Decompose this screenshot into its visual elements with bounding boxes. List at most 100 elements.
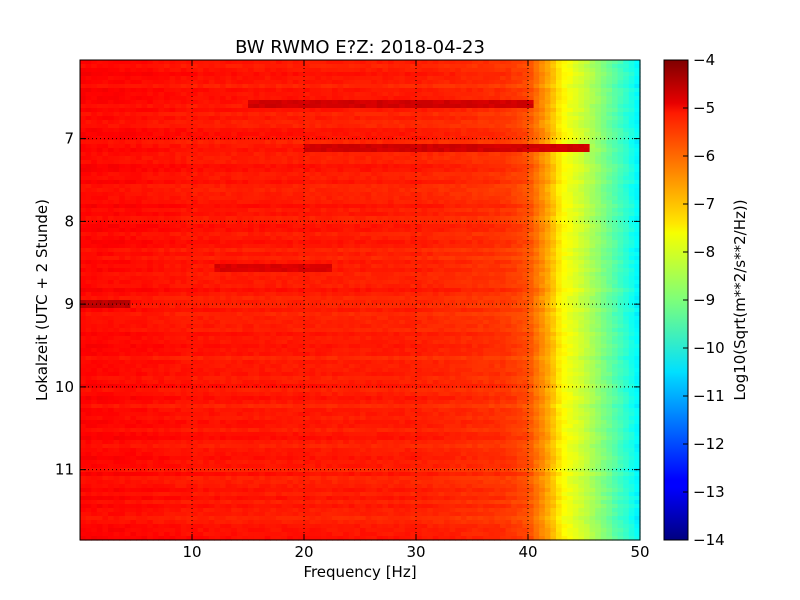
heatmap-cell [225,120,232,125]
heatmap-cell [550,88,557,93]
heatmap-cell [214,196,221,201]
heatmap-cell [119,84,126,89]
heatmap-cell [410,140,417,145]
heatmap-cell [220,120,227,125]
heatmap-cell [360,112,367,117]
heatmap-cell [460,248,467,253]
heatmap-cell [119,224,126,229]
heatmap-cell [623,184,630,189]
heatmap-cell [85,188,92,193]
heatmap-cell [96,168,103,173]
heatmap-cell [589,252,596,257]
heatmap-cell [466,240,473,245]
heatmap-cell [623,252,630,257]
heatmap-cell [578,84,585,89]
heatmap-cell [438,220,445,225]
heatmap-cell [276,232,283,237]
heatmap-cell [164,228,171,233]
heatmap-cell [309,92,316,97]
heatmap-cell [516,124,523,129]
heatmap-cell [393,120,400,125]
heatmap-cell [589,212,596,217]
heatmap-cell [214,64,221,69]
heatmap-cell [337,220,344,225]
heatmap-cell [561,252,568,257]
heatmap-cell [634,204,641,209]
heatmap-cell [404,184,411,189]
heatmap-cell [634,240,641,245]
heatmap-cell [522,112,529,117]
heatmap-cell [466,224,473,229]
heatmap-cell [164,248,171,253]
heatmap-cell [309,88,316,93]
heatmap-cell [348,124,355,129]
heatmap-cell [516,100,523,105]
heatmap-cell [404,196,411,201]
heatmap-cell [444,236,451,241]
heatmap-cell [432,256,439,261]
heatmap-cell [343,120,350,125]
heatmap-cell [438,216,445,221]
heatmap-cell [203,248,210,253]
heatmap-cell [220,160,227,165]
heatmap-cell [360,236,367,241]
heatmap-cell [141,76,148,81]
heatmap-cell [455,252,462,257]
heatmap-cell [348,148,355,153]
heatmap-cell [348,180,355,185]
heatmap-cell [315,80,322,85]
heatmap-cell [444,244,451,249]
heatmap-cell [455,164,462,169]
heatmap-cell [600,116,607,121]
heatmap-cell [505,188,512,193]
heatmap-cell [494,88,501,93]
heatmap-cell [164,152,171,157]
heatmap-cell [488,252,495,257]
heatmap-cell [231,180,238,185]
heatmap-cell [96,180,103,185]
heatmap-cell [326,244,333,249]
heatmap-cell [544,144,551,149]
heatmap-cell [539,248,546,253]
heatmap-cell [102,120,109,125]
heatmap-cell [617,124,624,129]
heatmap-cell [522,88,529,93]
heatmap-cell [449,104,456,109]
heatmap-cell [270,220,277,225]
heatmap-cell [550,184,557,189]
heatmap-cell [572,200,579,205]
heatmap-cell [427,84,434,89]
heatmap-cell [180,104,187,109]
heatmap-cell [197,164,204,169]
heatmap-cell [147,80,154,85]
heatmap-cell [410,144,417,149]
heatmap-cell [208,188,215,193]
heatmap-cell [309,184,316,189]
heatmap-cell [225,132,232,137]
heatmap-cell [348,196,355,201]
heatmap-cell [628,224,635,229]
heatmap-cell [242,124,249,129]
heatmap-cell [276,176,283,181]
heatmap-cell [561,196,568,201]
heatmap-cell [416,192,423,197]
heatmap-cell [354,72,361,77]
heatmap-cell [634,176,641,181]
heatmap-cell [360,200,367,205]
heatmap-cell [488,196,495,201]
heatmap-cell [376,132,383,137]
heatmap-cell [259,64,266,69]
heatmap-cell [248,136,255,141]
heatmap-cell [376,64,383,69]
heatmap-cell [315,92,322,97]
heatmap-cell [584,256,591,261]
heatmap-cell [158,248,165,253]
heatmap-cell [623,92,630,97]
heatmap-cell [606,76,613,81]
heatmap-cell [242,64,249,69]
heatmap-cell [438,224,445,229]
heatmap-cell [130,72,137,77]
heatmap-cell [164,256,171,261]
heatmap-cell [589,240,596,245]
heatmap-cell [488,256,495,261]
